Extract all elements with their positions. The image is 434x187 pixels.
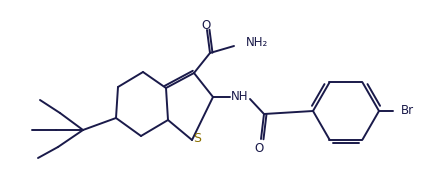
Text: NH₂: NH₂ [246, 36, 268, 48]
Text: S: S [193, 133, 201, 145]
Text: NH: NH [231, 90, 248, 102]
Text: O: O [201, 19, 210, 31]
Text: O: O [254, 142, 263, 156]
Text: Br: Br [400, 105, 413, 117]
